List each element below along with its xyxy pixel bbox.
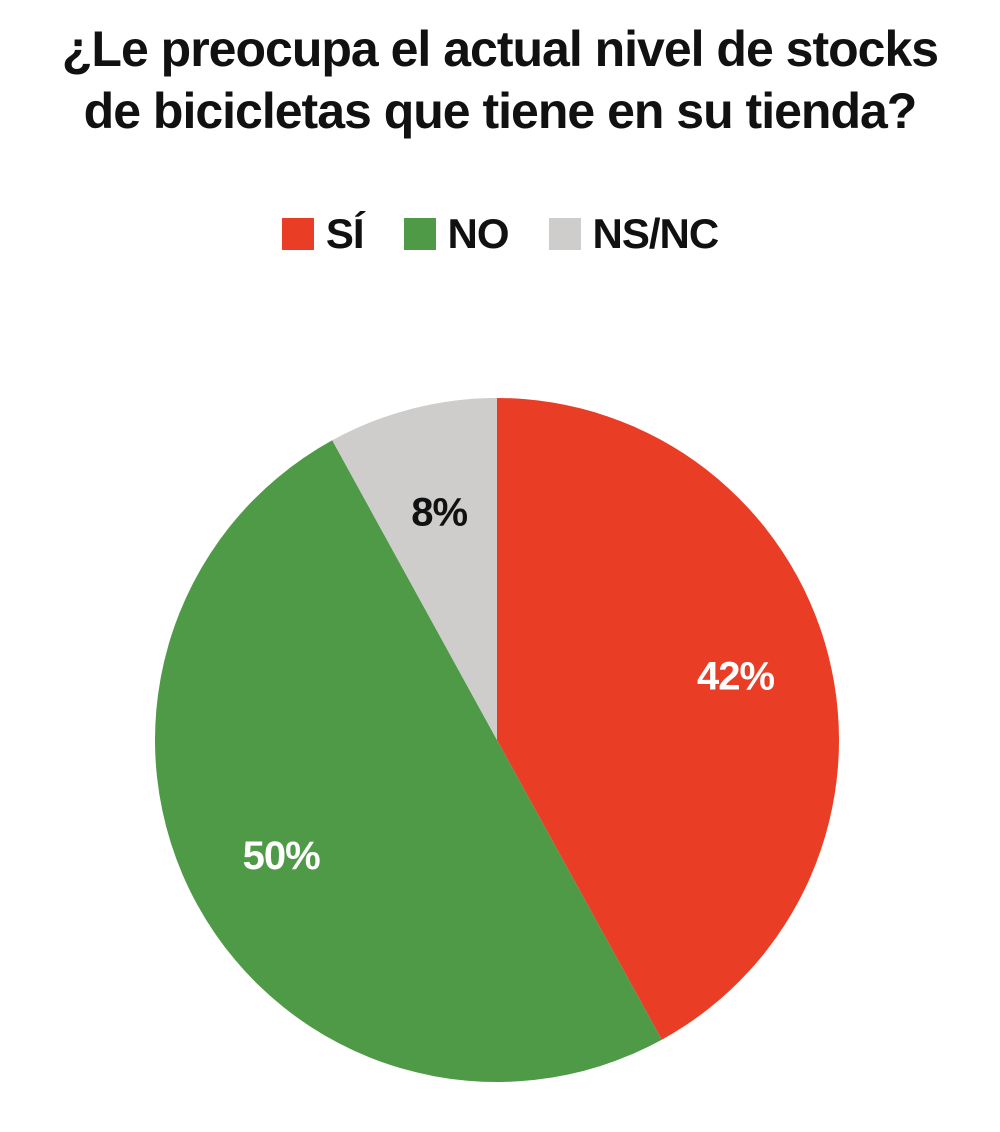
chart-title: ¿Le preocupa el actual nivel de stocks d… — [0, 18, 1000, 142]
pie-slice-nsnc — [332, 398, 497, 740]
legend: SÍ NO NS/NC — [0, 210, 1000, 258]
legend-label-si: SÍ — [325, 210, 365, 257]
legend-item-si: SÍ — [281, 210, 365, 258]
legend-item-no: NO — [403, 210, 510, 258]
legend-swatch-no — [403, 218, 436, 250]
chart-title-line-2: de bicicletas que tiene en su tienda? — [83, 83, 918, 139]
pie-slice-si — [497, 398, 840, 1040]
legend-label-nsnc: NS/NC — [592, 210, 720, 257]
pie-slice-no — [155, 440, 662, 1082]
data-label-no: 50% — [243, 834, 320, 878]
data-label-nsnc: 8% — [411, 490, 467, 534]
chart-title-line-1: ¿Le preocupa el actual nivel de stocks — [61, 21, 939, 77]
data-label-si: 42% — [697, 654, 774, 698]
legend-item-nsnc: NS/NC — [548, 210, 720, 258]
legend-swatch-nsnc — [548, 218, 581, 250]
legend-label-no: NO — [447, 210, 510, 257]
legend-swatch-si — [281, 218, 314, 250]
